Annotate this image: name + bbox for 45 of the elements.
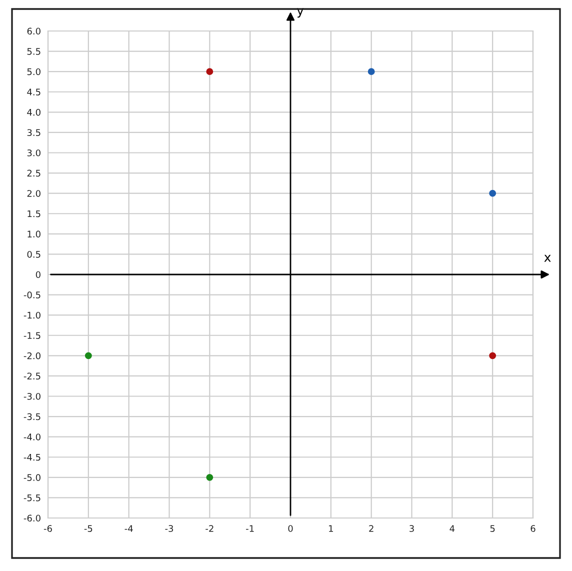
y-tick-label: 5.0: [27, 68, 40, 76]
y-tick-label: 3.0: [27, 149, 40, 156]
y-tick-label: -2.5: [24, 372, 40, 380]
x-tick-label: 4: [450, 525, 455, 532]
x-tick-label: -1: [246, 525, 254, 532]
x-tick-label: 5: [490, 525, 495, 532]
point: [489, 352, 496, 360]
y-tick-label: -1.5: [24, 332, 40, 339]
y-tick-label: 5.5: [27, 48, 40, 55]
y-tick-label: -4.0: [24, 434, 40, 440]
y-tick-label: 0: [36, 271, 40, 278]
x-tick-label: 1: [329, 525, 333, 532]
y-tick-label: -3.0: [24, 392, 40, 400]
x-tick-label: 2: [369, 525, 374, 532]
point: [489, 190, 496, 197]
y-tick-label: -0.5: [24, 292, 40, 298]
y-tick-label: -4.5: [24, 454, 40, 461]
x-tick-label: -5: [84, 525, 92, 532]
y-tick-label: 4.0: [27, 108, 40, 116]
x-tick-label: -2: [206, 525, 214, 532]
y-tick-label: 1.0: [28, 230, 40, 238]
point: [206, 68, 214, 76]
y-tick-label: 4.5: [27, 88, 40, 96]
point: [206, 474, 214, 481]
y-tick-label: 1.5: [28, 210, 40, 218]
y-tick-label: 6.0: [27, 28, 40, 35]
y-tick-label: -2.0: [24, 352, 40, 360]
x-tick-label: 0: [288, 525, 293, 532]
y-tick-label: -5.5: [24, 494, 40, 502]
y-tick-label: 2.5: [27, 170, 40, 177]
y-tick-label: 3.5: [27, 129, 40, 136]
y-tick-label: -5.0: [24, 474, 40, 481]
x-tick-label: -4: [124, 525, 133, 532]
y-tick-label: -3.5: [24, 413, 40, 420]
y-tick-label: -6.0: [24, 514, 40, 522]
y-tick-label: 2.0: [27, 190, 40, 197]
y-tick-label: 0.5: [27, 250, 40, 258]
x-tick-label: 6: [530, 525, 536, 532]
x-axis-title: x: [544, 254, 551, 262]
x-tick-label: 3: [410, 525, 414, 532]
point: [84, 352, 92, 360]
point: [368, 68, 375, 76]
y-tick-label: -1.0: [24, 312, 40, 319]
x-tick-label: -3: [165, 525, 174, 532]
x-tick-label: -6: [44, 525, 52, 532]
